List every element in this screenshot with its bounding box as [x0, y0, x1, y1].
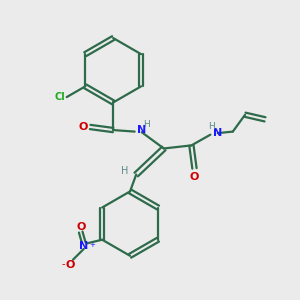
Text: O: O [190, 172, 199, 182]
Text: Cl: Cl [54, 92, 65, 102]
Text: O: O [78, 122, 88, 132]
Text: N: N [213, 128, 222, 137]
Text: N: N [79, 241, 88, 251]
Text: O: O [65, 260, 75, 270]
Text: -: - [61, 259, 65, 269]
Text: H: H [143, 120, 150, 129]
Text: +: + [89, 242, 95, 248]
Text: H: H [121, 167, 128, 176]
Text: O: O [76, 222, 86, 233]
Text: N: N [137, 125, 146, 135]
Text: H: H [208, 122, 215, 131]
